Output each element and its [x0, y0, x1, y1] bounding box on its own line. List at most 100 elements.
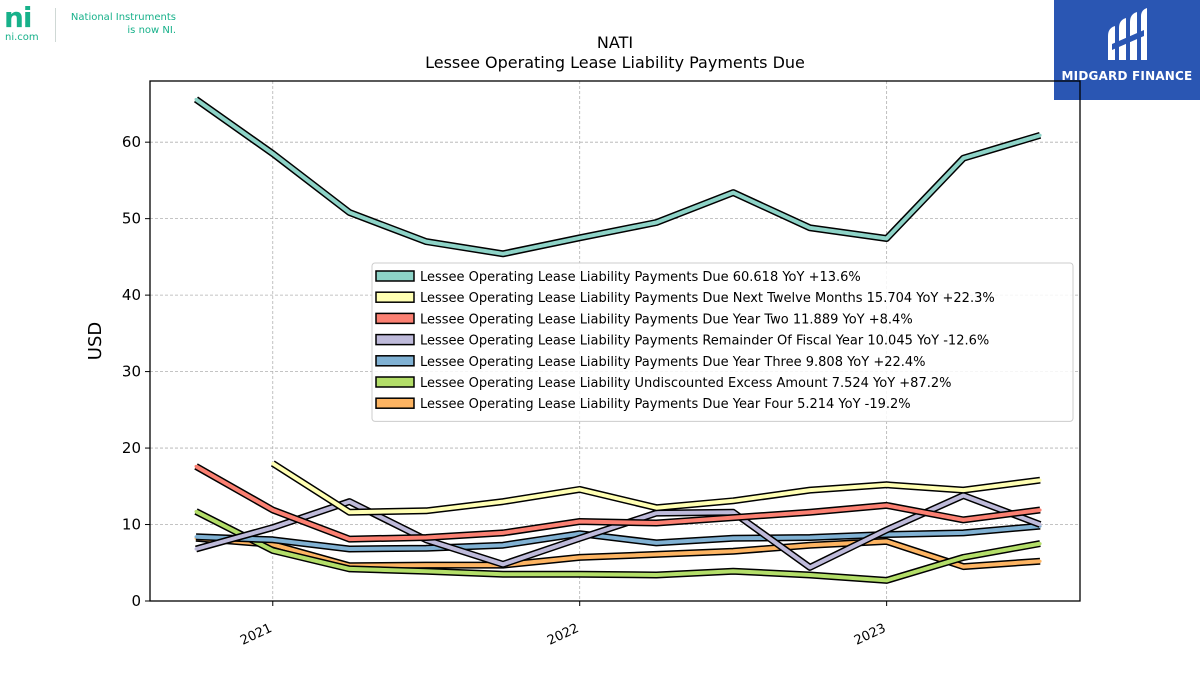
legend-item: Lessee Operating Lease Liability Payment… [375, 312, 913, 327]
data-point [1038, 523, 1042, 526]
y-tick-label: 20 [122, 439, 141, 457]
data-point [271, 152, 275, 156]
data-point [501, 531, 505, 535]
series-line [194, 534, 1042, 571]
series-line [193, 96, 1042, 258]
data-point [424, 569, 428, 573]
data-point [885, 528, 889, 532]
data-point [654, 221, 658, 224]
data-point [194, 97, 198, 101]
data-point [501, 252, 505, 256]
data-point [271, 508, 275, 512]
x-tick-label: 2021 [238, 621, 274, 649]
data-point [578, 236, 582, 240]
series-line [194, 508, 1042, 584]
data-point [194, 464, 198, 468]
data-point [654, 506, 658, 510]
data-point [808, 565, 812, 569]
midgard-emblem-icon [1108, 8, 1147, 60]
data-point [654, 541, 658, 545]
series-line [194, 522, 1042, 553]
data-point [501, 543, 505, 547]
legend-item: Lessee Operating Lease Liability Payment… [375, 291, 995, 306]
legend-item: Lessee Operating Lease Liability Payment… [375, 270, 861, 285]
legend-swatch [375, 355, 415, 367]
legend-label: Lessee Operating Lease Liability Payment… [420, 312, 913, 327]
data-point [424, 240, 428, 244]
data-point [885, 503, 889, 507]
data-point [1038, 508, 1042, 512]
ni-logo-tagline: National Instruments is now NI. [66, 11, 176, 37]
data-point [578, 487, 582, 491]
data-point [808, 536, 812, 539]
chart-title: NATI [597, 33, 633, 52]
data-point [348, 500, 351, 504]
data-point [271, 461, 275, 465]
data-point [1038, 559, 1042, 563]
series-line-stroke [194, 97, 1041, 256]
midgard-finance-name: MIDGARD FINANCE [1061, 69, 1193, 83]
data-point [885, 539, 889, 543]
data-point [808, 543, 812, 547]
y-axis-label: USD [85, 322, 106, 360]
data-point [731, 191, 735, 195]
x-tick-label: 2022 [545, 621, 581, 649]
data-point [424, 563, 428, 567]
data-point [271, 526, 275, 530]
data-point [1038, 133, 1042, 137]
legend-box [371, 262, 1074, 422]
data-point [654, 573, 658, 577]
y-tick-label: 60 [122, 133, 141, 151]
data-point [731, 549, 735, 553]
data-point [271, 538, 275, 542]
data-point [271, 542, 275, 546]
ni-logo: ni ni.com National Instruments is now NI… [0, 0, 200, 50]
data-point [808, 488, 812, 492]
plot-frame [149, 80, 1081, 602]
midgard-finance-logo: MIDGARD FINANCE [1054, 0, 1200, 100]
data-point [348, 567, 351, 571]
data-point [961, 156, 965, 160]
data-point [424, 546, 428, 550]
data-point [885, 237, 889, 240]
legend-item: Lessee Operating Lease Liability Undisco… [375, 376, 951, 391]
data-point [885, 483, 889, 487]
y-tick-label: 40 [122, 286, 141, 304]
data-point [731, 569, 735, 573]
ni-logo-divider [55, 8, 56, 42]
series-group [193, 96, 1042, 584]
legend-label: Lessee Operating Lease Liability Undisco… [420, 376, 951, 391]
chart-subtitle: Lessee Operating Lease Liability Payment… [425, 53, 805, 72]
data-point [961, 531, 965, 535]
series-line-stroke [195, 524, 1041, 551]
data-point [578, 536, 582, 540]
series-line-stroke [195, 536, 1041, 569]
data-point [654, 521, 658, 525]
legend-item: Lessee Operating Lease Liability Payment… [375, 355, 926, 370]
data-point [1038, 478, 1042, 482]
data-point [271, 549, 275, 552]
series-line-stroke [195, 509, 1041, 583]
legend-item: Lessee Operating Lease Liability Payment… [375, 333, 989, 349]
data-point [654, 552, 658, 556]
data-point [578, 520, 582, 523]
data-point [348, 211, 351, 214]
data-point [578, 572, 582, 576]
data-point [808, 573, 812, 577]
y-tick-label: 0 [131, 592, 141, 610]
series-line [270, 460, 1042, 516]
data-point [501, 562, 505, 566]
data-point [348, 510, 351, 514]
x-tick-label: 2023 [852, 621, 888, 649]
data-point [654, 511, 658, 515]
data-point [731, 536, 735, 540]
data-point [501, 572, 505, 576]
data-point [731, 499, 735, 503]
legend-label: Lessee Operating Lease Liability Payment… [420, 397, 911, 412]
data-point [885, 578, 889, 582]
legend-swatch [375, 333, 415, 346]
data-point [501, 500, 505, 504]
data-point [578, 555, 582, 559]
data-point [731, 510, 735, 514]
